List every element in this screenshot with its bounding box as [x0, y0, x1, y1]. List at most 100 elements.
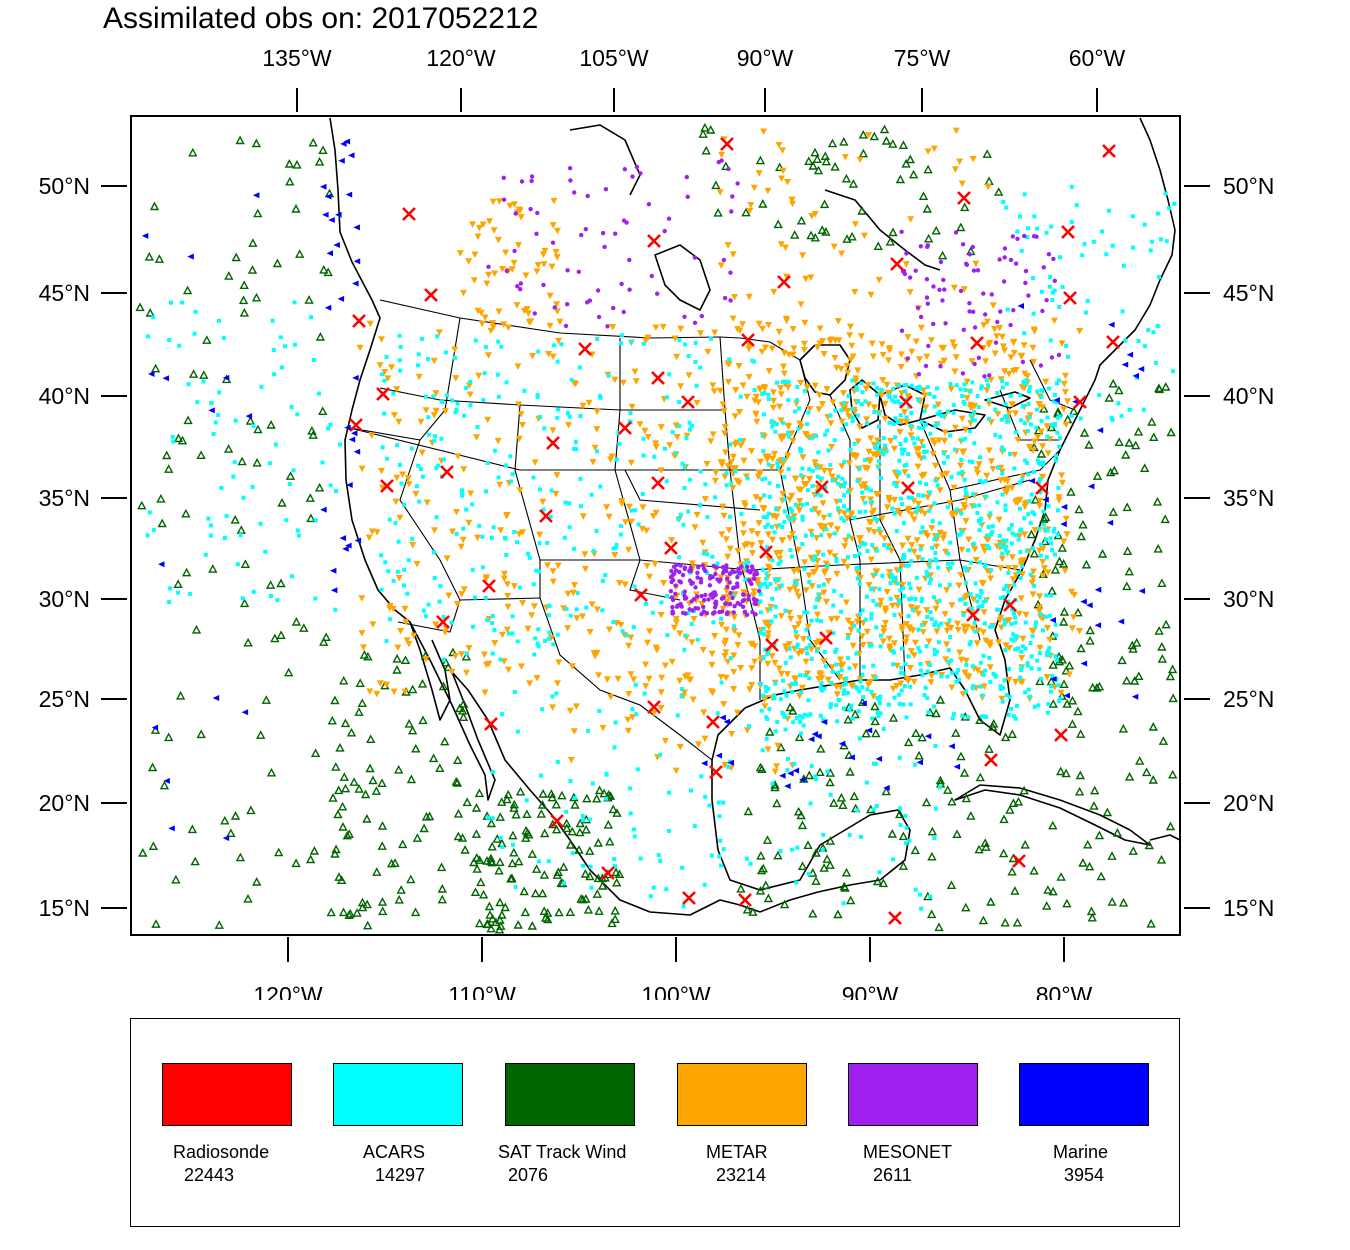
mesonet-marker: [728, 298, 733, 303]
legend-label: SAT Track Wind: [498, 1142, 627, 1162]
acars-marker: [990, 623, 995, 628]
radiosonde-marker: [380, 479, 394, 493]
metar-marker: [950, 284, 958, 292]
mesonet-marker: [668, 574, 674, 580]
acars-marker: [666, 829, 671, 833]
acars-marker: [151, 527, 156, 532]
acars-marker: [828, 413, 833, 418]
metar-marker: [485, 271, 493, 279]
metar-marker: [1008, 554, 1016, 561]
metar-marker: [441, 629, 449, 636]
acars-marker: [386, 569, 391, 574]
metar-marker: [681, 673, 689, 681]
metar-marker: [739, 382, 747, 389]
metar-marker: [878, 515, 886, 522]
sat-track-wind-marker: [935, 695, 946, 704]
acars-marker: [1057, 699, 1062, 704]
acars-marker: [806, 488, 810, 493]
sat-track-wind-marker: [1161, 382, 1171, 391]
metar-marker: [599, 724, 607, 732]
acars-marker: [898, 413, 903, 418]
metar-marker: [1039, 545, 1047, 553]
sat-track-wind-marker: [808, 868, 818, 877]
sat-track-wind-marker: [1056, 766, 1066, 776]
metar-marker: [1021, 370, 1029, 378]
sat-track-wind-marker: [790, 230, 800, 239]
mesonet-marker: [746, 593, 751, 598]
acars-marker: [1012, 611, 1017, 616]
sat-track-wind-marker: [1097, 549, 1108, 558]
acars-marker: [1167, 206, 1171, 211]
mesonet-marker: [595, 288, 601, 293]
mesonet-marker: [1011, 308, 1016, 313]
sat-track-wind-marker: [927, 826, 938, 836]
sat-track-wind-marker: [1141, 767, 1152, 777]
mesonet-marker: [732, 585, 737, 590]
metar-marker: [566, 707, 574, 715]
acars-marker: [887, 420, 892, 425]
acars-marker: [1026, 401, 1031, 406]
metar-marker: [722, 637, 730, 645]
acars-marker: [613, 864, 617, 869]
metar-marker: [643, 639, 651, 647]
acars-marker: [831, 631, 836, 636]
sat-track-wind-marker: [513, 920, 523, 929]
acars-marker: [875, 710, 880, 715]
metar-marker: [814, 558, 821, 565]
acars-marker: [984, 598, 988, 603]
acars-marker: [1049, 541, 1053, 546]
sat-track-wind-marker: [276, 630, 286, 639]
acars-marker: [881, 726, 886, 731]
acars-marker: [877, 870, 882, 875]
acars-marker: [957, 678, 961, 682]
left-lat-label: 25°N: [39, 686, 90, 712]
metar-marker: [432, 621, 440, 628]
acars-marker: [531, 475, 536, 480]
sat-track-wind-marker: [506, 873, 516, 883]
mesonet-marker: [699, 593, 704, 599]
mesonet-marker: [519, 179, 525, 184]
metar-marker: [988, 458, 995, 465]
acars-marker: [632, 584, 637, 589]
sat-track-wind-marker: [898, 831, 909, 841]
acars-marker: [1016, 537, 1021, 542]
metar-marker: [581, 565, 589, 573]
sat-track-wind-marker: [810, 147, 820, 157]
mesonet-marker: [732, 604, 737, 609]
metar-marker: [796, 498, 804, 505]
acars-marker: [1039, 289, 1044, 294]
acars-marker: [895, 469, 900, 474]
mesonet-marker: [1002, 255, 1007, 260]
radiosonde-marker: [741, 333, 755, 347]
acars-marker: [841, 706, 846, 711]
acars-marker: [947, 582, 952, 587]
metar-marker: [405, 640, 413, 648]
acars-marker: [219, 485, 224, 490]
metar-marker: [494, 236, 502, 244]
sat-track-wind-marker: [742, 904, 753, 914]
metar-marker: [697, 330, 704, 337]
marine-marker: [1096, 427, 1104, 434]
metar-marker: [786, 535, 794, 542]
acars-marker: [758, 584, 763, 589]
acars-marker: [928, 894, 933, 899]
acars-marker: [977, 528, 982, 533]
marine-marker: [1063, 692, 1070, 699]
acars-marker: [920, 557, 925, 562]
mesonet-marker: [941, 277, 946, 283]
radiosonde-marker: [352, 314, 366, 328]
acars-marker: [1030, 510, 1035, 515]
legend-label: MESONET: [863, 1142, 953, 1162]
acars-marker: [806, 698, 811, 703]
radiosonde-marker: [647, 700, 661, 714]
metar-marker: [485, 352, 492, 359]
metar-marker: [756, 496, 764, 504]
acars-marker: [1037, 526, 1042, 531]
acars-marker: [870, 543, 875, 547]
acars-marker: [948, 382, 953, 386]
marine-marker: [924, 733, 932, 740]
sat-track-wind-marker: [1008, 798, 1019, 807]
acars-marker: [195, 400, 200, 405]
sat-track-wind-marker: [284, 667, 294, 677]
acars-marker: [1049, 689, 1054, 694]
